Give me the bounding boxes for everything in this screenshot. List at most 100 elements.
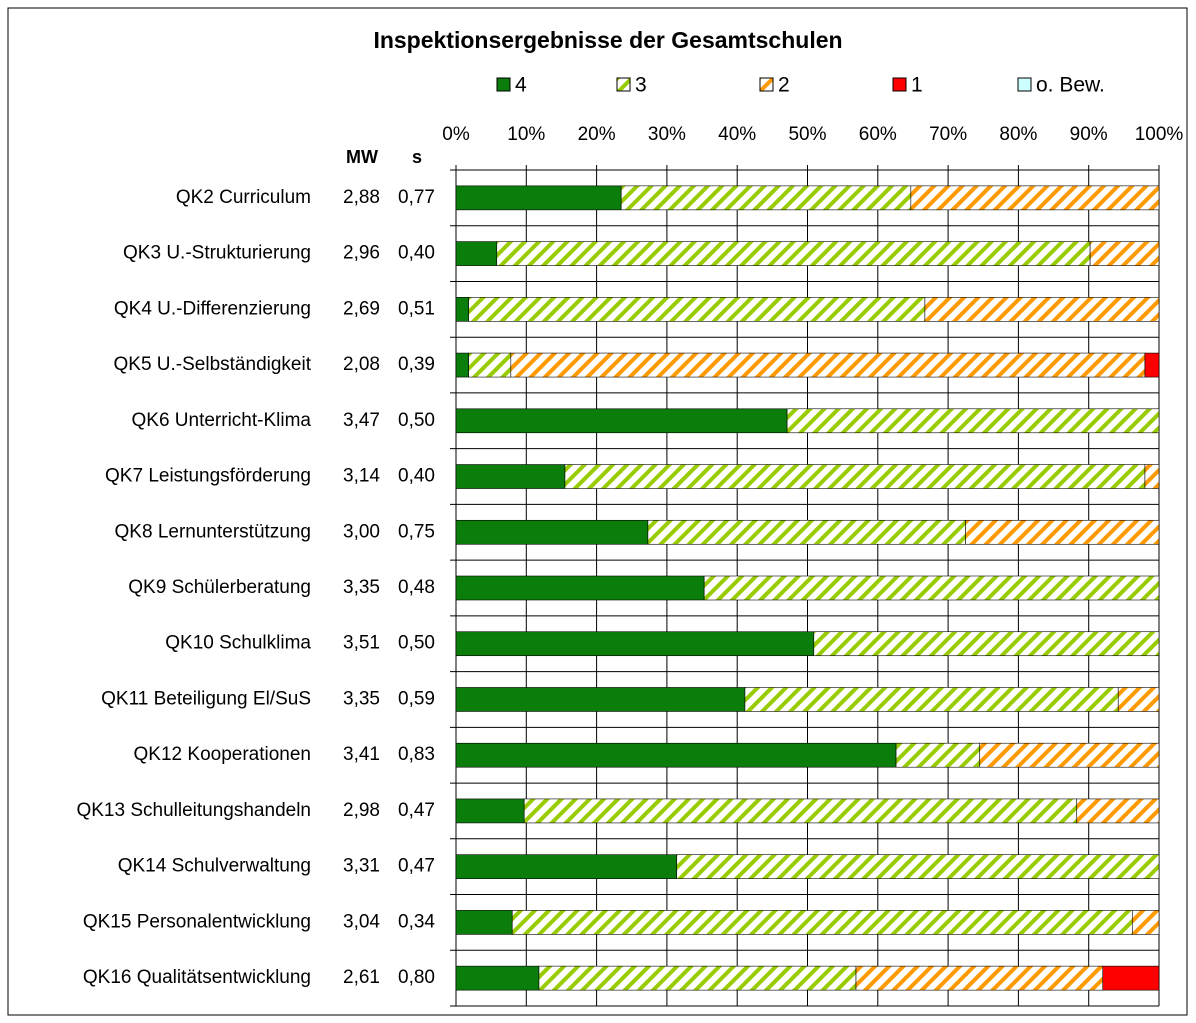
legend-label: 3 bbox=[635, 74, 647, 97]
bar-segment bbox=[647, 519, 966, 545]
x-tick-label: 90% bbox=[1070, 124, 1108, 145]
chart-title: Inspektionsergebnisse der Gesamtschulen bbox=[373, 27, 842, 53]
column-value: 3,41 bbox=[343, 744, 380, 765]
bar-segment bbox=[455, 464, 566, 489]
category-label: QK15 Personalentwicklung bbox=[83, 911, 311, 932]
column-value: 3,00 bbox=[343, 521, 380, 542]
column-value: 2,96 bbox=[343, 243, 380, 264]
bar-segment bbox=[813, 631, 1160, 657]
x-tick-label: 100% bbox=[1135, 124, 1184, 145]
column-value: 0,47 bbox=[398, 800, 435, 821]
category-label: QK4 U.-Differenzierung bbox=[114, 298, 311, 319]
legend-swatch bbox=[759, 77, 774, 92]
column-value: 3,31 bbox=[343, 856, 380, 877]
bar-segment bbox=[455, 854, 678, 879]
bar-segment bbox=[455, 575, 705, 601]
bar-segment bbox=[455, 742, 897, 768]
bar-segment bbox=[468, 297, 926, 322]
legend-label: o. Bew. bbox=[1036, 74, 1105, 97]
x-tick-label: 80% bbox=[999, 124, 1037, 145]
column-value: 2,98 bbox=[343, 800, 380, 821]
bar-segment bbox=[910, 185, 1160, 211]
column-value: 0,40 bbox=[398, 466, 435, 487]
column-value: 3,14 bbox=[343, 466, 380, 487]
chart-frame bbox=[7, 7, 1188, 1016]
category-label: QK14 Schulverwaltung bbox=[118, 856, 311, 877]
column-value: 0,47 bbox=[398, 856, 435, 877]
column-value: 0,80 bbox=[398, 967, 435, 988]
column-value: 3,35 bbox=[343, 577, 380, 598]
legend-label: 2 bbox=[778, 74, 790, 97]
bar-segment bbox=[564, 464, 1146, 489]
bar-segment bbox=[455, 297, 469, 322]
category-label: QK6 Unterricht-Klima bbox=[132, 410, 312, 431]
category-label: QK5 U.-Selbständigkeit bbox=[114, 354, 312, 375]
column-value: 3,51 bbox=[343, 633, 380, 654]
bar-segment bbox=[455, 408, 788, 434]
category-label: QK10 Schulklima bbox=[165, 633, 311, 654]
bar-segment bbox=[455, 241, 498, 266]
column-header: MW bbox=[346, 147, 378, 167]
x-tick-label: 30% bbox=[648, 124, 686, 145]
column-value: 0,75 bbox=[398, 521, 435, 542]
legend-swatch bbox=[496, 77, 511, 92]
bar-segment bbox=[510, 352, 1146, 378]
bar-segment bbox=[455, 519, 649, 545]
bar-segment bbox=[538, 965, 857, 991]
legend-swatch bbox=[616, 77, 631, 92]
bar-segment bbox=[455, 352, 469, 378]
bar-segment bbox=[1144, 352, 1160, 378]
bar-segment bbox=[744, 687, 1119, 712]
bar-segment bbox=[924, 297, 1160, 322]
bar-segment bbox=[786, 408, 1160, 434]
category-label: QK2 Curriculum bbox=[176, 187, 311, 208]
bar-segment bbox=[1076, 798, 1160, 824]
bar-segment bbox=[455, 798, 525, 824]
bar-segment bbox=[511, 910, 1133, 935]
column-value: 0,34 bbox=[398, 911, 435, 932]
bar-segment bbox=[455, 910, 513, 935]
bar-segment bbox=[620, 185, 912, 211]
column-value: 0,50 bbox=[398, 410, 435, 431]
x-tick-label: 20% bbox=[578, 124, 616, 145]
column-header: s bbox=[412, 147, 422, 167]
category-label: QK3 U.-Strukturierung bbox=[123, 243, 311, 264]
x-tick-label: 10% bbox=[507, 124, 545, 145]
column-value: 3,04 bbox=[343, 911, 380, 932]
bar-segment bbox=[1102, 965, 1160, 991]
bar-segment bbox=[455, 965, 540, 991]
bar-segment bbox=[1117, 687, 1160, 712]
bar-segment bbox=[455, 631, 815, 657]
column-value: 0,40 bbox=[398, 243, 435, 264]
legend-swatch bbox=[892, 77, 907, 92]
legend-swatch bbox=[1017, 77, 1032, 92]
legend-label: 1 bbox=[911, 74, 923, 97]
x-tick-label: 40% bbox=[718, 124, 756, 145]
x-tick-label: 60% bbox=[859, 124, 897, 145]
column-value: 3,47 bbox=[343, 410, 380, 431]
category-label: QK8 Lernunterstützung bbox=[115, 521, 311, 542]
column-value: 0,48 bbox=[398, 577, 435, 598]
bar-segment bbox=[468, 352, 512, 378]
bar-segment bbox=[1089, 241, 1160, 266]
column-value: 0,50 bbox=[398, 633, 435, 654]
category-label: QK9 Schülerberatung bbox=[128, 577, 311, 598]
x-tick-label: 0% bbox=[442, 124, 470, 145]
column-value: 2,69 bbox=[343, 298, 380, 319]
bar-segment bbox=[965, 519, 1160, 545]
column-value: 2,08 bbox=[343, 354, 380, 375]
column-value: 0,59 bbox=[398, 688, 435, 709]
category-label: QK13 Schulleitungshandeln bbox=[76, 800, 311, 821]
column-value: 0,39 bbox=[398, 354, 435, 375]
bar-segment bbox=[1131, 910, 1160, 935]
column-value: 0,83 bbox=[398, 744, 435, 765]
column-value: 2,88 bbox=[343, 187, 380, 208]
bar-segment bbox=[1144, 464, 1160, 489]
bar-segment bbox=[855, 965, 1104, 991]
category-label: QK7 Leistungsförderung bbox=[105, 466, 311, 487]
category-label: QK12 Kooperationen bbox=[134, 744, 311, 765]
legend-label: 4 bbox=[515, 74, 527, 97]
column-value: 0,77 bbox=[398, 187, 435, 208]
category-label: QK16 Qualitätsentwicklung bbox=[83, 967, 311, 988]
